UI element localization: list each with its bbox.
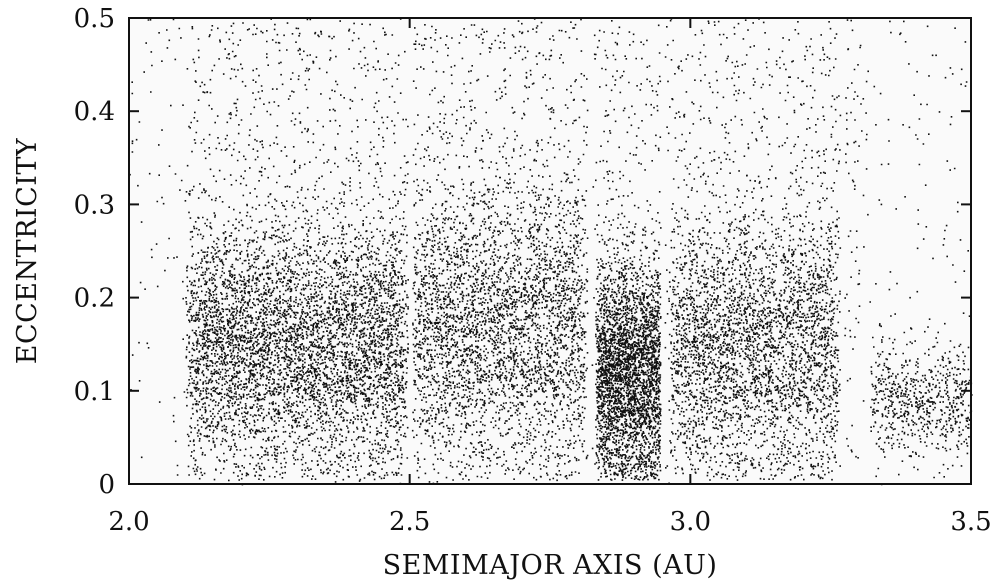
y-tick-label: 0.2: [74, 284, 115, 314]
y-axis-title: ECCENTRICITY: [12, 137, 43, 364]
y-tick-label: 0.4: [74, 97, 115, 127]
x-tick-label: 3.5: [950, 507, 991, 537]
x-axis-title: SEMIMAJOR AXIS (AU): [383, 550, 718, 581]
y-tick-label: 0.3: [74, 190, 115, 220]
y-axis: 0 0.1 0.2 0.3 0.4 0.5: [74, 4, 971, 500]
plot-frame: [128, 17, 972, 485]
scatter-points: [129, 18, 973, 486]
plot-background: [129, 18, 971, 484]
x-tick-label: 3.0: [670, 507, 711, 537]
x-axis: 2.0 2.5 3.0 3.5: [108, 18, 992, 537]
asteroid-points: [129, 18, 973, 486]
x-tick-label: 2.5: [389, 507, 430, 537]
x-tick-label: 2.0: [108, 507, 149, 537]
y-tick-label: 0: [98, 470, 115, 500]
y-tick-label: 0.5: [74, 4, 115, 34]
y-tick-label: 0.1: [74, 377, 115, 407]
